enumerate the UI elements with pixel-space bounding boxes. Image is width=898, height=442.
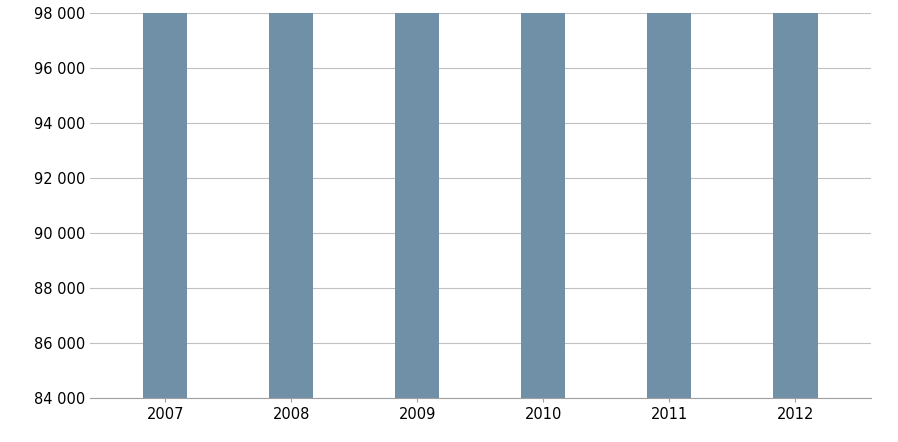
Bar [395, 0, 439, 398]
Bar [647, 0, 691, 398]
Bar [522, 0, 566, 398]
Bar [269, 0, 313, 398]
Bar [773, 0, 817, 398]
Bar [144, 0, 188, 398]
